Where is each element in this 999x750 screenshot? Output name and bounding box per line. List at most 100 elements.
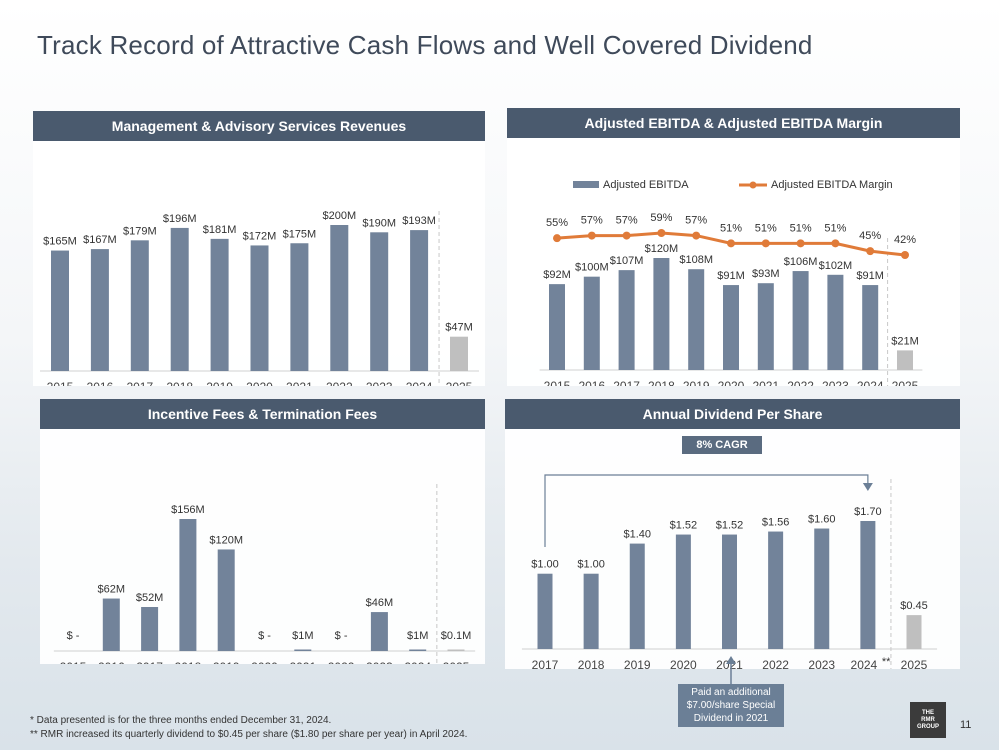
- tick-label-2018: 2018: [166, 380, 193, 386]
- footnotes: * Data presented is for the three months…: [30, 714, 467, 742]
- bar-2024: [860, 521, 876, 649]
- tick-label-2016: 2016: [98, 660, 125, 664]
- data-label-2020: $1.52: [670, 520, 698, 532]
- data-label-2017: $179M: [123, 225, 157, 237]
- tick-label-2016: 2016: [87, 380, 114, 386]
- data-label-2023: $46M: [366, 597, 394, 609]
- margin-point-2017: [622, 231, 631, 240]
- data-label-2024: $91M: [856, 270, 884, 282]
- rmr-group-logo: THE RMR GROUP: [910, 702, 946, 738]
- bar-2015: [549, 284, 565, 370]
- margin-point-2015: [553, 234, 561, 243]
- data-label-2021: $175M: [283, 228, 317, 240]
- data-label-2018: $156M: [171, 504, 205, 516]
- bar-2018: [170, 227, 189, 371]
- margin-label-2019: 57%: [685, 215, 707, 227]
- data-label-2022: $106M: [784, 256, 818, 268]
- margin-point-2020: [727, 239, 735, 248]
- bar-2019: [688, 269, 705, 370]
- callout-arrow: [726, 656, 736, 684]
- tick-label-2018: 2018: [648, 379, 675, 386]
- revenues-chart-title: Management & Advisory Services Revenues: [33, 111, 485, 141]
- margin-label-2018: 59%: [650, 212, 672, 224]
- tick-label-2023: 2023: [366, 380, 393, 386]
- bar-2015: [51, 250, 69, 371]
- data-label-2020: $ -: [258, 630, 271, 642]
- margin-label-2016: 57%: [581, 215, 603, 227]
- data-label-2018: $1.00: [577, 559, 605, 571]
- tick-footnote-marker: **: [882, 656, 891, 668]
- revenues-panel: Management & Advisory Services Revenues …: [33, 111, 485, 386]
- data-label-2018: $120M: [645, 243, 679, 255]
- data-label-2018: $196M: [163, 213, 197, 225]
- margin-label-2015: 55%: [546, 217, 568, 229]
- bar-2018: [653, 258, 670, 370]
- margin-point-2019: [692, 231, 701, 240]
- bar-2017: [130, 240, 149, 371]
- data-label-2015: $ -: [67, 630, 80, 642]
- cagr-badge: 8% CAGR: [682, 436, 762, 454]
- bar-2022: [768, 531, 784, 649]
- bar-2020: [723, 285, 739, 370]
- bar-2024: [409, 649, 427, 651]
- data-label-2025: $47M: [445, 322, 473, 334]
- data-label-2022: $ -: [335, 630, 348, 642]
- tick-label-2015: 2015: [47, 380, 74, 386]
- bar-2021: [294, 649, 312, 651]
- tick-label-2020: 2020: [718, 379, 745, 386]
- data-label-2017: $1.00: [531, 559, 559, 571]
- margin-label-2023: 51%: [824, 222, 846, 234]
- tick-label-2021: 2021: [289, 660, 316, 664]
- legend-label-ebitda: Adjusted EBITDA: [603, 179, 689, 191]
- tick-label-2022: 2022: [328, 660, 355, 664]
- bar-2023: [370, 232, 389, 371]
- revenues-chart: $165M 2015 $167M 2016 $179M 2017 $196M 2018 $181…: [40, 210, 479, 386]
- bar-2016: [102, 598, 120, 651]
- data-label-2017: $52M: [136, 592, 164, 604]
- data-label-2024: $1.70: [854, 506, 882, 518]
- bar-2016: [90, 249, 109, 371]
- bar-2025: [897, 350, 913, 370]
- tick-label-2024: 2024: [851, 658, 878, 669]
- bar-2017: [537, 573, 553, 649]
- tick-label-2017: 2017: [532, 658, 559, 669]
- margin-point-2023: [831, 239, 840, 248]
- tick-label-2024: 2024: [857, 379, 884, 386]
- margin-label-2021: 51%: [755, 222, 777, 234]
- tick-label-2017: 2017: [136, 660, 163, 664]
- bar-2017: [618, 270, 635, 370]
- footnote-2: ** RMR increased its quarterly dividend …: [30, 729, 468, 740]
- data-label-2025: $0.45: [900, 600, 928, 612]
- data-label-2025: $21M: [891, 335, 919, 347]
- bar-2021: [722, 534, 737, 649]
- data-label-2021: $1.52: [716, 520, 744, 532]
- bar-2022: [792, 271, 809, 370]
- bar-2022: [330, 225, 349, 371]
- bar-2019: [217, 549, 235, 651]
- bar-2018: [179, 519, 197, 651]
- data-label-2024: $193M: [402, 215, 436, 227]
- tick-label-2018: 2018: [175, 660, 202, 664]
- data-label-2020: $91M: [717, 270, 745, 282]
- tick-label-2015: 2015: [544, 379, 571, 386]
- data-label-2022: $1.56: [762, 517, 790, 529]
- tick-label-2025: 2025: [443, 660, 470, 664]
- margin-point-2021: [761, 239, 770, 248]
- margin-point-2025: [901, 251, 909, 259]
- data-label-2022: $200M: [322, 210, 356, 222]
- tick-label-2024: 2024: [404, 660, 431, 664]
- tick-label-2017: 2017: [613, 379, 640, 386]
- tick-label-2019: 2019: [213, 660, 240, 664]
- data-label-2025: $0.1M: [441, 630, 472, 642]
- bar-2025: [906, 615, 922, 649]
- ebitda-chart: $92M 2015 $100M 2016 $107M 2017 $120M 2018 $108M…: [539, 179, 923, 386]
- tick-label-2020: 2020: [251, 660, 278, 664]
- dividend-chart: $1.00 2017 $1.00 2018 $1.40 2019 $1.52 2020 $1.5…: [521, 474, 938, 669]
- data-label-2019: $120M: [209, 534, 243, 546]
- footnote-1: * Data presented is for the three months…: [30, 715, 332, 726]
- tick-label-2021: 2021: [286, 380, 313, 386]
- data-label-2019: $181M: [203, 224, 237, 236]
- data-label-2017: $107M: [610, 255, 644, 267]
- data-label-2021: $93M: [752, 268, 780, 280]
- data-label-2016: $100M: [575, 262, 609, 274]
